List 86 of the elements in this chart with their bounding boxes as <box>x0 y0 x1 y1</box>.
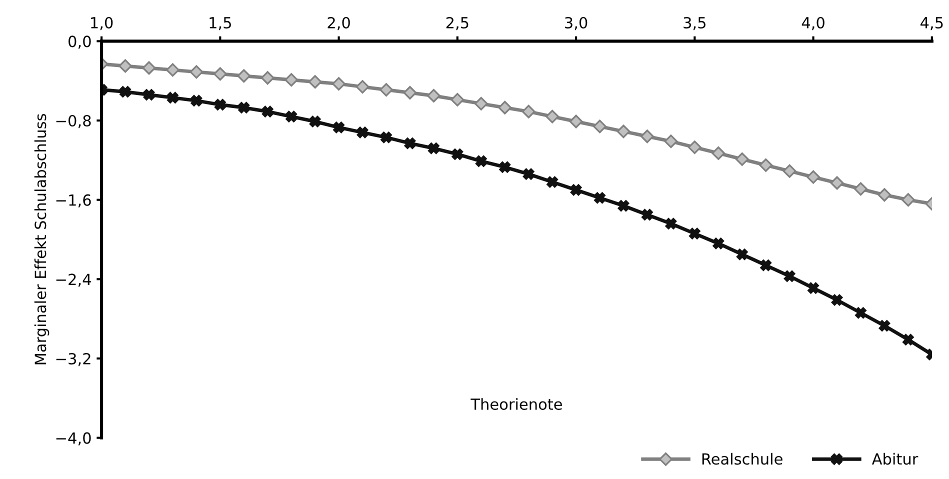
point <box>380 132 392 144</box>
point <box>570 184 582 196</box>
point <box>167 92 178 104</box>
point <box>664 134 678 148</box>
point <box>475 155 487 167</box>
point <box>522 168 534 180</box>
y-tick-label: −1,6 <box>56 194 91 208</box>
x-tick-label: 3,5 <box>684 16 706 30</box>
point <box>546 176 558 188</box>
point <box>855 307 866 319</box>
point <box>404 138 416 150</box>
legend-label: Abitur <box>872 452 918 465</box>
point <box>735 152 749 166</box>
point <box>284 73 298 87</box>
x-tick-label: 4,5 <box>920 17 943 30</box>
point <box>356 126 368 138</box>
point <box>142 61 156 75</box>
point <box>380 83 393 97</box>
point <box>878 320 890 332</box>
point <box>522 104 536 118</box>
point <box>854 182 868 196</box>
point <box>333 122 344 134</box>
point <box>332 77 346 91</box>
x-tick-label: 2,5 <box>446 16 468 30</box>
point <box>594 192 606 204</box>
y-tick-label: −0,8 <box>56 114 91 128</box>
point <box>901 193 915 207</box>
x-axis-title: Theorienote <box>470 398 562 410</box>
point <box>712 146 726 160</box>
point <box>309 116 321 128</box>
point <box>546 110 560 124</box>
point <box>450 92 464 106</box>
point <box>784 270 796 282</box>
point <box>237 69 251 83</box>
point <box>782 164 796 178</box>
point <box>428 142 440 154</box>
point <box>498 100 512 114</box>
point <box>806 170 820 184</box>
point <box>878 188 892 202</box>
point <box>262 106 274 118</box>
point <box>452 148 464 160</box>
point <box>831 294 843 306</box>
point <box>238 102 250 114</box>
x-tick-label: 4,0 <box>802 16 824 30</box>
point <box>118 59 132 73</box>
point <box>712 238 724 250</box>
point <box>665 218 677 230</box>
point <box>760 260 772 271</box>
y-axis-title: Marginaler Effekt Schulabschluss <box>34 114 50 364</box>
point <box>214 98 226 110</box>
point <box>688 228 700 240</box>
point <box>190 94 202 106</box>
point <box>688 140 702 154</box>
y-tick-label: −2,4 <box>56 274 91 287</box>
point <box>902 334 914 346</box>
legend-label: Realschule <box>702 452 782 465</box>
point <box>616 124 630 138</box>
point <box>759 158 773 172</box>
x-tick-label: 3,0 <box>565 16 588 30</box>
point <box>642 209 653 220</box>
x-tick-label: 1,0 <box>91 16 113 30</box>
point <box>260 71 274 85</box>
x-tick-label: 2,0 <box>328 16 350 30</box>
point <box>593 120 606 134</box>
y-tick-label: −4,0 <box>56 432 91 446</box>
point <box>286 110 298 122</box>
x-tick-label: 1,5 <box>210 17 231 30</box>
point <box>190 65 204 79</box>
point <box>830 176 844 190</box>
point <box>356 80 370 94</box>
point <box>166 63 180 77</box>
y-tick-label: 0,0 <box>68 36 91 49</box>
y-tick-label: −3,2 <box>56 352 90 366</box>
point <box>120 86 131 98</box>
point <box>736 248 748 260</box>
point <box>474 96 488 110</box>
point <box>569 114 583 128</box>
point <box>143 89 155 100</box>
point <box>640 130 654 144</box>
point <box>426 89 440 102</box>
point <box>808 282 819 294</box>
point <box>308 75 322 89</box>
point <box>403 86 417 100</box>
point <box>618 200 630 212</box>
point <box>499 161 511 173</box>
point <box>213 67 227 81</box>
